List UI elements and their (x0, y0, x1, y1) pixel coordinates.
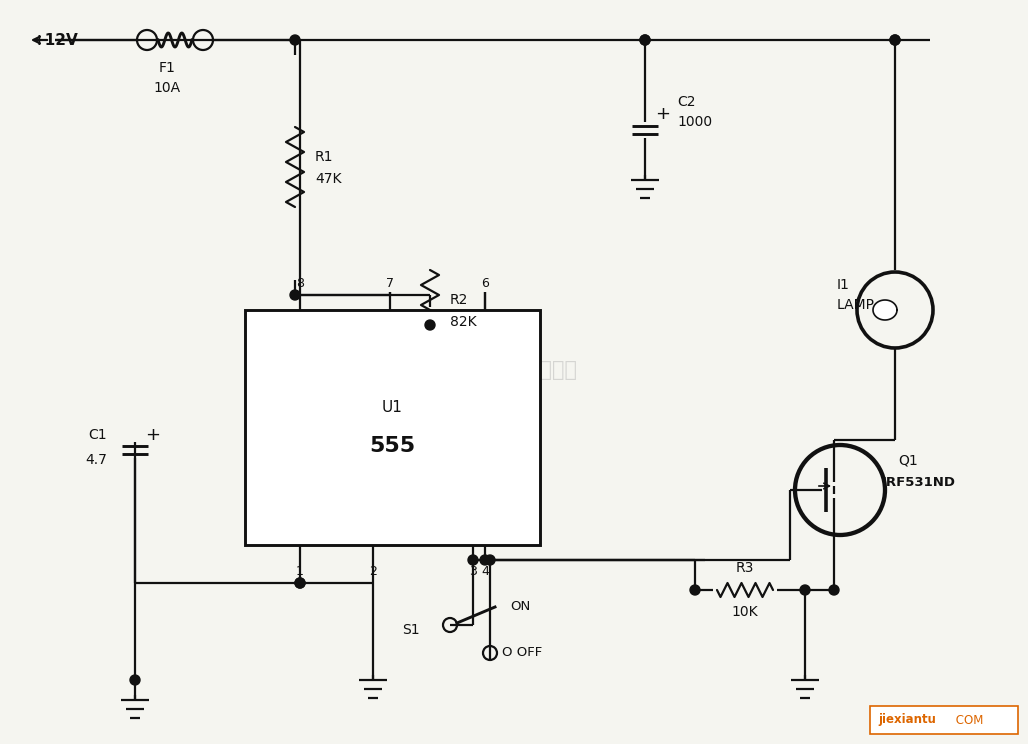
Circle shape (130, 675, 140, 685)
Text: IRF531ND: IRF531ND (882, 475, 956, 489)
Circle shape (290, 290, 300, 300)
Text: R1: R1 (315, 150, 333, 164)
Circle shape (295, 578, 305, 588)
Text: 555: 555 (369, 435, 415, 455)
Text: R3: R3 (736, 561, 755, 575)
Text: 1000: 1000 (677, 115, 712, 129)
Text: 4: 4 (481, 565, 489, 578)
Text: O OFF: O OFF (502, 647, 542, 659)
Text: jiexiantu: jiexiantu (878, 713, 935, 726)
Circle shape (468, 555, 478, 565)
Bar (245, 310, 540, 545)
Circle shape (290, 35, 300, 45)
Text: Q1: Q1 (898, 453, 918, 467)
Text: ON: ON (510, 600, 530, 614)
Text: 4.7: 4.7 (85, 453, 107, 467)
Text: COM: COM (952, 713, 984, 726)
Text: 3: 3 (469, 565, 477, 578)
Text: S1: S1 (402, 623, 420, 637)
Circle shape (295, 578, 305, 588)
Text: C1: C1 (88, 428, 107, 442)
Text: U1: U1 (382, 400, 403, 415)
Circle shape (890, 35, 900, 45)
Text: C2: C2 (677, 95, 696, 109)
Circle shape (485, 555, 495, 565)
Circle shape (800, 585, 810, 595)
Text: 10K: 10K (732, 605, 759, 619)
Circle shape (640, 35, 650, 45)
Text: +: + (656, 105, 670, 123)
Text: 6: 6 (481, 277, 489, 290)
FancyBboxPatch shape (870, 706, 1018, 734)
Text: 2: 2 (369, 565, 377, 578)
Circle shape (690, 585, 700, 595)
Circle shape (829, 585, 839, 595)
Circle shape (890, 35, 900, 45)
Text: 7: 7 (386, 277, 394, 290)
Circle shape (480, 555, 490, 565)
Text: 8: 8 (296, 277, 304, 290)
Text: LAMP: LAMP (837, 298, 875, 312)
Circle shape (640, 35, 650, 45)
Circle shape (425, 320, 435, 330)
Text: 10A: 10A (153, 81, 181, 95)
Text: R2: R2 (450, 293, 469, 307)
Text: 47K: 47K (315, 172, 341, 186)
Text: I1: I1 (837, 278, 850, 292)
Text: +12V: +12V (32, 33, 78, 48)
Polygon shape (873, 300, 897, 320)
Text: 杭州将睿科技有限公司: 杭州将睿科技有限公司 (451, 360, 577, 380)
Text: +: + (146, 426, 160, 444)
Text: F1: F1 (158, 61, 176, 75)
Text: 1: 1 (296, 565, 304, 578)
Text: 82K: 82K (450, 315, 477, 329)
